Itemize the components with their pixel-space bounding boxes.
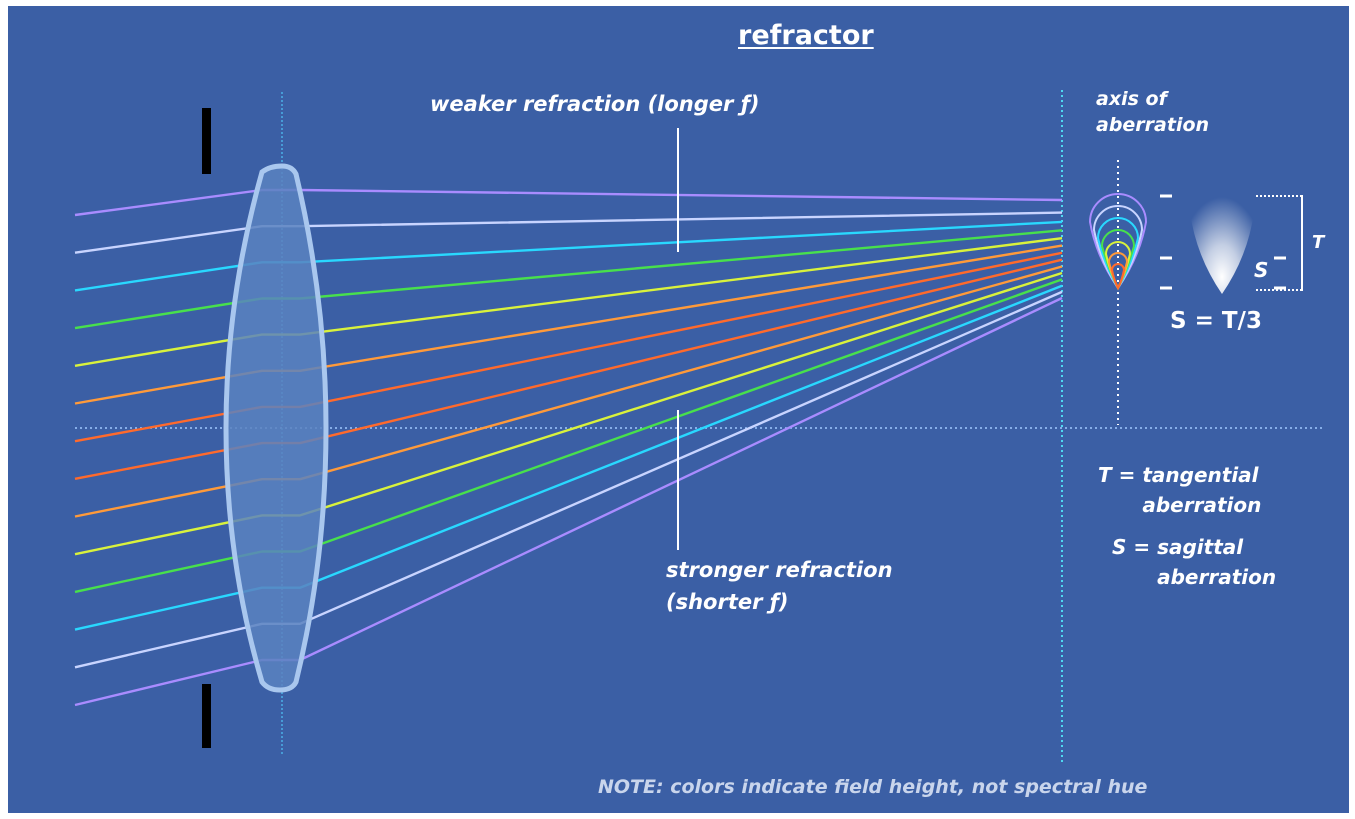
legend-t-line1: tangential <box>1142 463 1259 487</box>
dimension-markers <box>1160 194 1303 291</box>
legend-sagittal: S = sagittal aberration <box>1112 532 1276 592</box>
lens <box>223 163 329 693</box>
ray-12 <box>74 284 1063 631</box>
legend-t-symbol: T = <box>1098 463 1136 487</box>
ray-7 <box>74 251 1063 443</box>
weaker-refraction-label: weaker refraction (longer ƒ) <box>430 92 760 116</box>
sagittal-tangential-relation: S = T/3 <box>1170 308 1262 334</box>
ray-4 <box>74 229 1063 330</box>
axis-label-line2: aberration <box>1096 114 1210 136</box>
legend-s-definition: sagittal aberration <box>1157 532 1276 592</box>
stronger-refraction-label: stronger refraction (shorter ƒ) <box>666 554 893 618</box>
aperture-stop-bottom <box>202 684 211 748</box>
ray-13 <box>74 290 1063 669</box>
stronger-label-line2: (shorter ƒ) <box>666 590 789 614</box>
ray-bundle <box>74 188 1063 707</box>
axis-of-aberration-label: axis of aberration <box>1096 86 1209 138</box>
legend-s-symbol: S = <box>1112 535 1151 559</box>
t-marker-label: T <box>1312 232 1325 253</box>
diagram-title: refractor <box>738 20 874 51</box>
color-note: NOTE: colors indicate field height, not … <box>598 776 1148 798</box>
ray-1 <box>74 188 1063 217</box>
legend-s-line2: aberration <box>1157 565 1277 589</box>
comet-spot <box>1190 180 1254 294</box>
legend-t-line2: aberration <box>1142 493 1262 517</box>
aberration-spot <box>1088 193 1148 291</box>
ray-2 <box>74 211 1063 254</box>
legend-t-definition: tangential aberration <box>1142 460 1261 520</box>
s-marker-label: S <box>1254 258 1269 282</box>
ray-14 <box>74 296 1063 707</box>
axis-label-line1: axis of <box>1096 88 1167 110</box>
legend-tangential: T = tangential aberration <box>1098 460 1261 520</box>
legend-s-line1: sagittal <box>1157 535 1244 559</box>
ray-5 <box>74 237 1063 367</box>
aperture-stop-top <box>202 108 211 174</box>
stronger-label-line1: stronger refraction <box>666 558 893 582</box>
